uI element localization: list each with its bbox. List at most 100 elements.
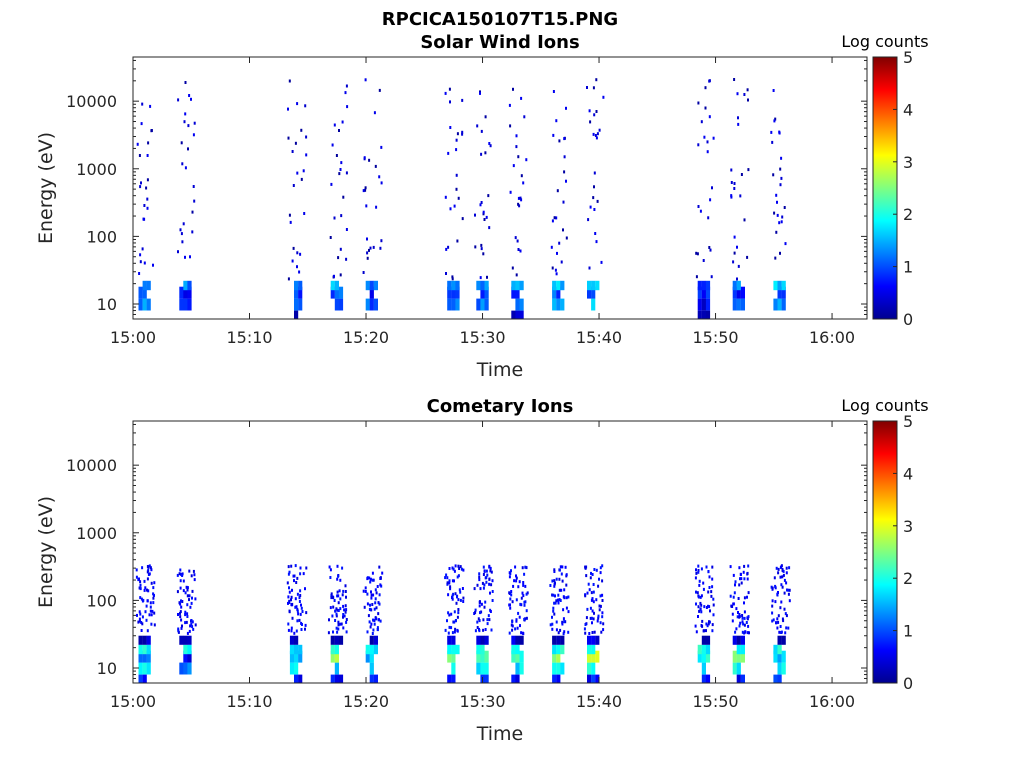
heatmap-cell <box>177 629 180 633</box>
heatmap-cell <box>344 590 347 593</box>
heatmap-cell <box>177 98 180 102</box>
heatmap-cell <box>292 574 295 578</box>
heatmap-cell <box>712 603 715 607</box>
heatmap-cell <box>480 129 483 133</box>
heatmap-cell <box>519 280 524 291</box>
heatmap-cell <box>445 247 448 251</box>
plot-frame <box>132 420 868 684</box>
heatmap-cell <box>483 583 486 587</box>
heatmap-cell <box>520 96 523 100</box>
heatmap-cell <box>520 631 523 635</box>
heatmap-cell <box>591 280 596 291</box>
heatmap-cell <box>777 650 782 663</box>
heatmap-cell <box>446 581 449 585</box>
heatmap-cell <box>730 168 733 172</box>
heatmap-cell <box>454 627 457 631</box>
heatmap-cell <box>453 579 455 583</box>
heatmap-cell <box>732 573 735 577</box>
heatmap-cell <box>451 566 454 570</box>
heatmap-cell <box>142 298 147 311</box>
heatmap-cell <box>330 635 335 645</box>
heatmap-cell <box>595 110 598 113</box>
heatmap-cell <box>561 620 564 624</box>
heatmap-cell <box>480 610 483 614</box>
heatmap-cell <box>146 298 151 311</box>
heatmap-cell <box>138 674 143 683</box>
heatmap-cell <box>181 624 183 628</box>
heatmap-cell <box>550 245 553 249</box>
heatmap-cell <box>142 635 147 645</box>
heatmap-cell <box>698 583 701 587</box>
heatmap-cell <box>509 603 511 607</box>
heatmap-cell <box>557 593 560 597</box>
heatmap-cell <box>149 605 152 609</box>
heatmap-cell <box>594 134 597 137</box>
y-tick-label: 10 <box>97 295 117 314</box>
heatmap-cell <box>179 298 184 311</box>
heatmap-cell <box>451 644 456 655</box>
heatmap-cell <box>597 614 600 618</box>
heatmap-cell <box>595 280 600 291</box>
heatmap-cell <box>335 154 338 157</box>
panel-title: Solar Wind Ions <box>420 32 579 53</box>
heatmap-cell <box>366 630 369 634</box>
heatmap-cell <box>511 600 514 604</box>
heatmap-cell <box>341 593 344 597</box>
heatmap-cell <box>451 594 454 598</box>
heatmap-cell <box>735 627 738 631</box>
heatmap-cell <box>461 587 464 590</box>
heatmap-cell <box>447 650 452 663</box>
heatmap-cell <box>341 566 344 570</box>
heatmap-cell <box>593 171 596 175</box>
heatmap-cell <box>595 240 598 244</box>
heatmap-cell <box>781 298 786 311</box>
heatmap-cell <box>456 629 459 633</box>
heatmap-cell <box>193 199 196 203</box>
heatmap-cell <box>379 619 382 623</box>
heatmap-cell <box>451 298 456 311</box>
heatmap-cell <box>449 585 452 589</box>
heatmap-cell <box>455 138 458 142</box>
heatmap-cell <box>146 629 149 633</box>
heatmap-cell <box>456 132 459 136</box>
heatmap-cell <box>732 595 735 599</box>
heatmap-cell <box>512 584 515 588</box>
heatmap-cell <box>450 612 453 616</box>
heatmap-cell <box>478 578 481 582</box>
colorbar-tick-label: 1 <box>903 622 913 641</box>
heatmap-cell <box>705 622 708 626</box>
heatmap-cell <box>373 635 378 645</box>
heatmap-cell <box>476 626 479 629</box>
heatmap-cell <box>140 629 143 632</box>
heatmap-cell <box>708 246 711 249</box>
heatmap-cell <box>176 573 179 577</box>
heatmap-cell <box>287 277 290 281</box>
colorbar-label: Log counts <box>841 32 928 51</box>
heatmap-cell <box>365 280 370 291</box>
heatmap-cell <box>771 604 774 608</box>
heatmap-cell <box>734 630 737 634</box>
heatmap-cell <box>342 626 345 630</box>
heatmap-cell <box>601 579 604 583</box>
heatmap-cell <box>455 148 458 152</box>
heatmap-cell <box>781 635 786 645</box>
heatmap-cell <box>733 78 736 81</box>
heatmap-cell <box>345 618 348 621</box>
heatmap-cell <box>519 650 524 663</box>
heatmap-cell <box>188 569 191 573</box>
heatmap-cell <box>338 589 341 593</box>
plot-area <box>133 421 867 683</box>
heatmap-cell <box>525 566 528 570</box>
heatmap-cell <box>340 622 343 626</box>
heatmap-cell <box>330 650 335 663</box>
heatmap-cell <box>455 644 460 655</box>
heatmap-cell <box>593 611 595 615</box>
heatmap-cell <box>707 216 710 220</box>
heatmap-cell <box>587 218 590 222</box>
heatmap-cell <box>345 595 347 599</box>
heatmap-cell <box>330 596 333 600</box>
heatmap-cell <box>736 662 741 675</box>
x-tick-label: 15:00 <box>110 692 156 711</box>
heatmap-cell <box>737 116 739 120</box>
heatmap-cell <box>776 213 779 217</box>
